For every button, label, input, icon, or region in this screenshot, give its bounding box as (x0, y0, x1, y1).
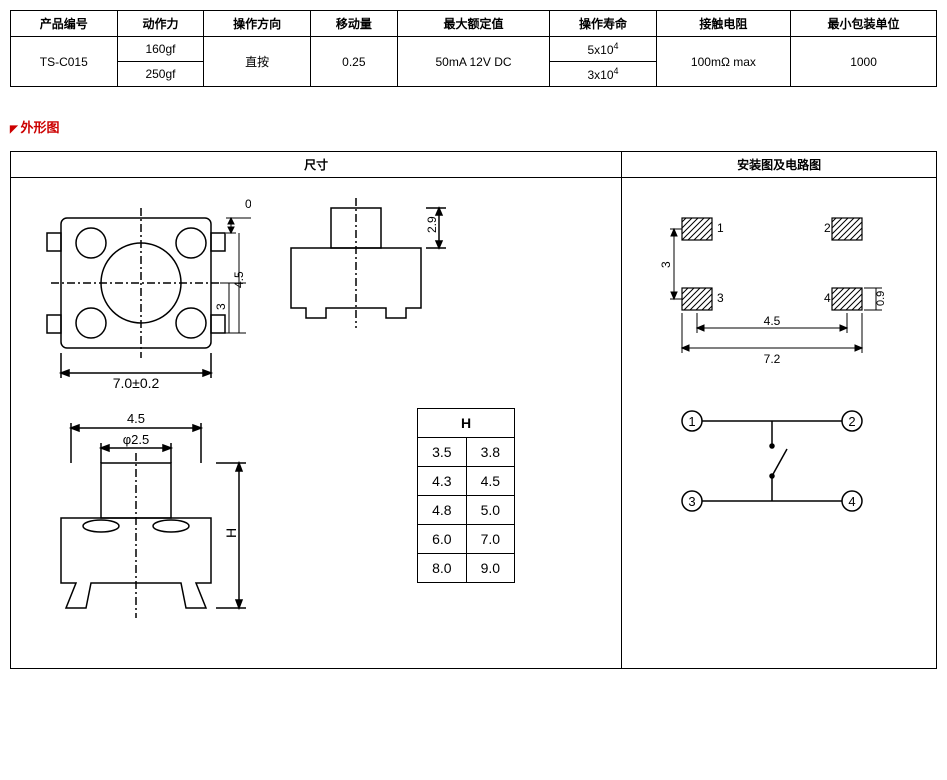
mount-cell: 1 2 3 4 (622, 178, 937, 669)
h-force: 动作力 (117, 11, 204, 37)
svg-text:4.5: 4.5 (232, 271, 246, 288)
life2: 3x104 (550, 62, 657, 87)
spec-table: 产品编号 动作力 操作方向 移动量 最大额定值 操作寿命 接触电阻 最小包装单位… (10, 10, 937, 87)
svg-text:1: 1 (717, 221, 724, 235)
h-table: H 3.53.8 4.34.5 4.85.0 6.07.0 8.09.0 (417, 408, 515, 583)
h-pack: 最小包装单位 (791, 11, 937, 37)
svg-text:3: 3 (689, 494, 696, 509)
resistance: 100mΩ max (656, 37, 790, 87)
svg-text:7.0±0.2: 7.0±0.2 (113, 375, 160, 391)
svg-text:3: 3 (717, 291, 724, 305)
svg-text:1: 1 (689, 414, 696, 429)
svg-text:2.9: 2.9 (425, 216, 439, 233)
mount-diagram: 1 2 3 4 (632, 188, 912, 388)
svg-text:φ2.5: φ2.5 (123, 432, 150, 447)
force2: 250gf (117, 62, 204, 87)
svg-text:2: 2 (824, 221, 831, 235)
product-no: TS-C015 (11, 37, 118, 87)
svg-text:3: 3 (659, 261, 673, 268)
h-rating: 最大额定值 (397, 11, 549, 37)
top-view: 7.0±0.2 0.7 3 4.5 (21, 188, 251, 398)
rating: 50mA 12V DC (397, 37, 549, 87)
h-product: 产品编号 (11, 11, 118, 37)
h-travel: 移动量 (310, 11, 397, 37)
svg-text:0.7: 0.7 (245, 197, 251, 211)
life1: 5x104 (550, 37, 657, 62)
section-title: 外形图 (10, 117, 937, 136)
svg-text:3: 3 (214, 303, 228, 310)
direction: 直按 (204, 37, 311, 87)
circuit-diagram: 1 2 3 4 (632, 391, 912, 541)
mount-header: 安装图及电路图 (622, 152, 937, 178)
h-dir: 操作方向 (204, 11, 311, 37)
svg-text:0.9: 0.9 (875, 291, 887, 306)
front-view: 4.5 φ2.5 H (21, 408, 281, 658)
svg-text:4: 4 (824, 291, 831, 305)
travel: 0.25 (310, 37, 397, 87)
packing: 1000 (791, 37, 937, 87)
h-header: H (418, 409, 515, 438)
svg-text:H: H (223, 528, 239, 538)
diagram-table: 尺寸 安装图及电路图 (10, 151, 937, 669)
svg-text:4: 4 (849, 494, 856, 509)
svg-text:7.2: 7.2 (764, 352, 781, 366)
svg-text:4.5: 4.5 (127, 411, 145, 426)
dim-cell: 7.0±0.2 0.7 3 4.5 (11, 178, 622, 669)
svg-text:4.5: 4.5 (764, 314, 781, 328)
h-life: 操作寿命 (550, 11, 657, 37)
dim-header: 尺寸 (11, 152, 622, 178)
svg-text:2: 2 (849, 414, 856, 429)
force1: 160gf (117, 37, 204, 62)
h-res: 接触电阻 (656, 11, 790, 37)
side-view: 2.9 (271, 188, 471, 348)
